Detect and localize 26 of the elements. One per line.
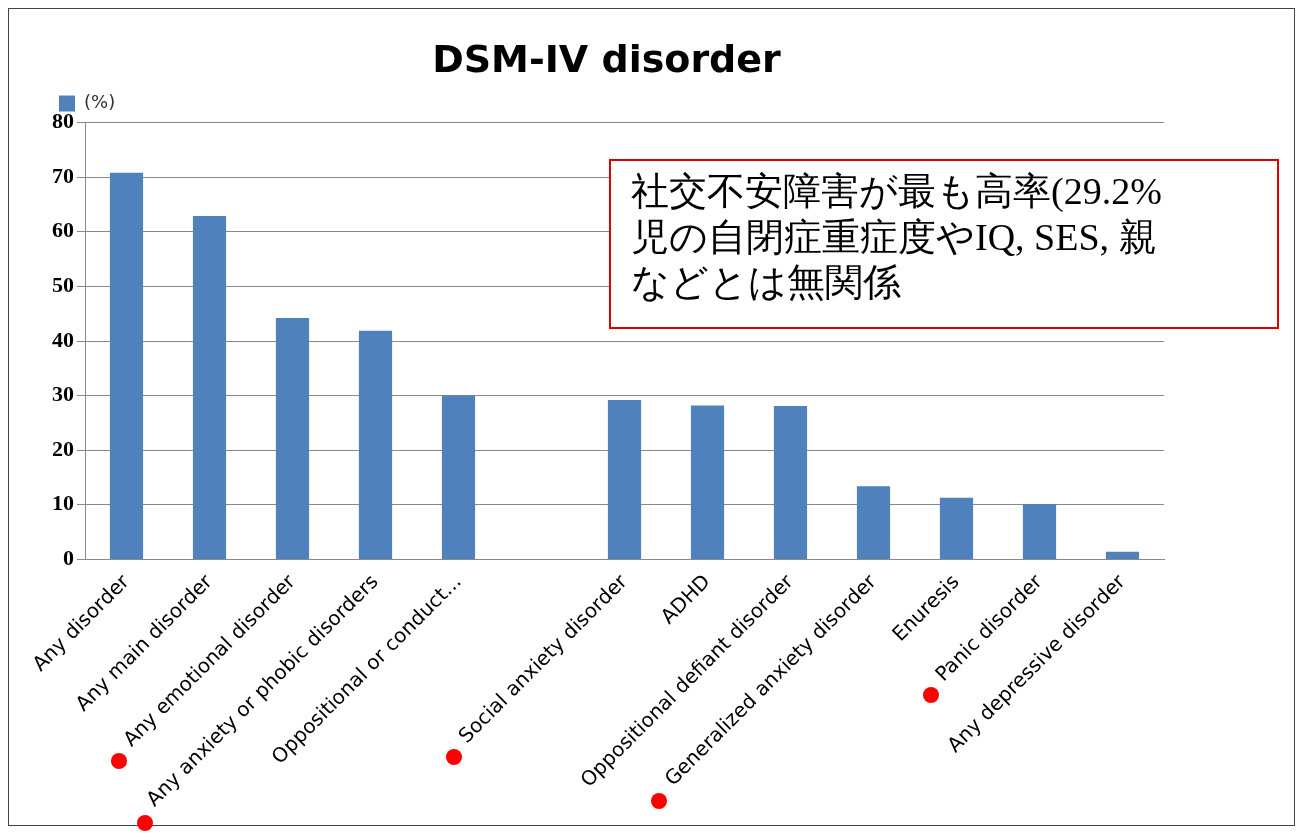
- bar: [1022, 504, 1057, 559]
- y-tick-label: 10: [52, 490, 74, 516]
- annotation: などとは無関係: [631, 260, 902, 306]
- y-tick-label: 80: [52, 108, 74, 134]
- bar: [441, 395, 476, 559]
- chart-title: DSM-IV disorder: [432, 36, 782, 81]
- bar: [1105, 551, 1140, 559]
- y-tick-label: 60: [52, 217, 74, 243]
- y-tick-label: 0: [63, 545, 74, 571]
- bar: [939, 497, 974, 559]
- legend-label: (%): [84, 91, 116, 113]
- y-tick-label: 40: [52, 326, 74, 352]
- bar: [773, 405, 808, 559]
- annotation: 社交不安障害が最も高率(29.2%: [631, 169, 1162, 214]
- y-tick-label: 20: [52, 435, 74, 461]
- bar: [192, 215, 227, 559]
- y-tick-label: 70: [52, 162, 74, 188]
- bar: [358, 330, 393, 559]
- y-tick-label: 50: [52, 272, 74, 298]
- bar: [109, 172, 144, 559]
- annotation: 児の自閉症重症度やIQ, SES, 親: [631, 214, 1158, 260]
- bar: [690, 405, 725, 559]
- bar: [607, 399, 642, 559]
- bar: [856, 486, 891, 559]
- bar: [275, 318, 310, 559]
- y-tick-label: 30: [52, 381, 74, 407]
